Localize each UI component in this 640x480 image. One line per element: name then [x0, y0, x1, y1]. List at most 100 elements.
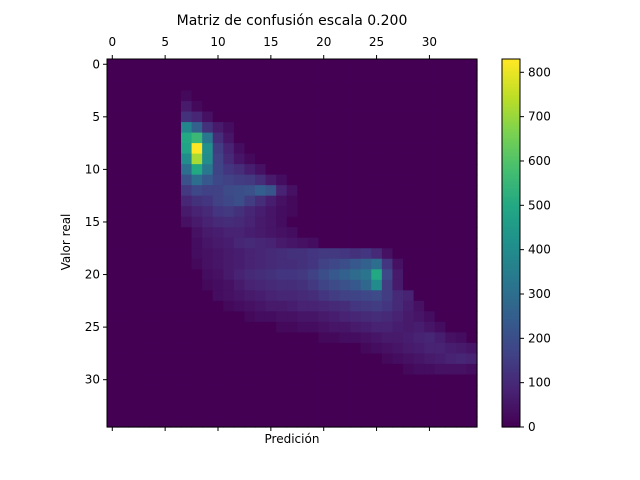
heatmap-cell: [434, 342, 446, 354]
heatmap-cell: [191, 395, 203, 407]
colorbar-strip: [502, 111, 520, 114]
heatmap-cell: [233, 300, 246, 312]
heatmap-cell: [265, 311, 277, 323]
heatmap-cell: [181, 111, 193, 123]
heatmap-cell: [265, 342, 277, 354]
heatmap-cell: [128, 80, 140, 92]
heatmap-cell: [371, 279, 383, 291]
heatmap-cell: [138, 80, 150, 92]
colorbar-strip: [502, 159, 520, 162]
heatmap-cell: [170, 143, 182, 155]
heatmap-cell: [413, 363, 425, 376]
heatmap-cell: [233, 311, 246, 323]
heatmap-cell: [350, 279, 362, 291]
heatmap-cell: [181, 227, 193, 239]
colorbar-strip: [502, 209, 520, 212]
heatmap-cell: [107, 90, 119, 102]
heatmap-cell: [466, 269, 478, 281]
heatmap-cell: [318, 237, 330, 249]
heatmap-cell: [413, 174, 425, 186]
heatmap-cell: [107, 374, 119, 386]
heatmap-cell: [297, 122, 309, 134]
heatmap-cell: [329, 195, 341, 207]
heatmap-cell: [181, 90, 193, 102]
heatmap-cell: [223, 395, 235, 407]
heatmap-cell: [371, 143, 383, 155]
colorbar-ticks: 0 100 200 300 400 500 600 700 800: [520, 65, 551, 434]
heatmap-cell: [138, 111, 150, 123]
heatmap-cell: [318, 395, 330, 407]
colorbar-strip: [502, 357, 520, 360]
heatmap-cell: [149, 374, 161, 386]
heatmap-cell: [381, 206, 394, 218]
heatmap-cell: [413, 206, 425, 218]
heatmap-cell: [191, 132, 203, 144]
heatmap-cell: [138, 332, 150, 344]
heatmap-cell: [233, 405, 246, 418]
heatmap-cell: [170, 374, 182, 386]
heatmap-cell: [117, 248, 129, 260]
heatmap-cell: [286, 195, 298, 207]
heatmap-cell: [138, 227, 150, 239]
heatmap-cell: [191, 269, 203, 281]
heatmap-cell: [455, 258, 468, 270]
heatmap-cell: [307, 69, 320, 81]
heatmap-cell: [297, 384, 309, 397]
heatmap-cell: [191, 206, 203, 218]
heatmap-cell: [455, 311, 468, 323]
heatmap-cell: [329, 342, 341, 354]
heatmap-cell: [212, 332, 224, 344]
heatmap-cell: [413, 101, 425, 113]
heatmap-cell: [371, 132, 383, 144]
heatmap-cell: [297, 342, 309, 354]
heatmap-cell: [255, 185, 267, 197]
x-tick-label: 30: [422, 35, 437, 49]
heatmap-cell: [276, 195, 288, 207]
colorbar-strip: [502, 67, 520, 70]
heatmap-cell: [329, 416, 341, 428]
heatmap-cell: [350, 111, 362, 123]
heatmap-cell: [138, 279, 150, 291]
heatmap-cell: [181, 164, 193, 176]
heatmap-cell: [170, 258, 182, 270]
heatmap-cell: [233, 248, 246, 260]
heatmap-cell: [318, 143, 330, 155]
heatmap-cell: [159, 227, 172, 239]
heatmap-cell: [159, 311, 172, 323]
heatmap-cell: [360, 153, 372, 165]
heatmap-cell: [371, 227, 383, 239]
heatmap-cell: [339, 258, 351, 270]
heatmap-cell: [424, 342, 436, 354]
heatmap-cell: [244, 206, 256, 218]
heatmap-cell: [350, 395, 362, 407]
heatmap-cell: [138, 311, 150, 323]
heatmap-cell: [424, 132, 436, 144]
heatmap-cell: [244, 237, 256, 249]
heatmap-cell: [170, 269, 182, 281]
heatmap-cell: [381, 405, 394, 418]
heatmap-cell: [434, 90, 446, 102]
heatmap-cell: [350, 153, 362, 165]
heatmap-cell: [339, 311, 351, 323]
heatmap-cell: [223, 321, 235, 333]
heatmap-cell: [413, 164, 425, 176]
colorbar-strip: [502, 423, 520, 426]
x-axis-top-ticks: 0 5 10 15 20 25 30: [108, 35, 437, 59]
heatmap-cell: [318, 300, 330, 312]
heatmap-cell: [371, 111, 383, 123]
heatmap-cell: [392, 342, 404, 354]
colorbar-strip: [502, 331, 520, 334]
heatmap-cell: [424, 101, 436, 113]
heatmap-cell: [128, 216, 140, 228]
heatmap-cell: [149, 195, 161, 207]
heatmap-cell: [138, 363, 150, 376]
heatmap-cell: [181, 290, 193, 302]
colorbar-strip: [502, 345, 520, 348]
heatmap-cell: [371, 185, 383, 197]
colorbar-strip: [502, 341, 520, 344]
heatmap-cell: [212, 164, 224, 176]
heatmap-cell: [276, 363, 288, 376]
heatmap: 0 5 10 15 20 25 30 0 5 10 15 20 25 30: [85, 35, 478, 431]
heatmap-cell: [255, 353, 267, 365]
heatmap-cell: [455, 416, 468, 428]
